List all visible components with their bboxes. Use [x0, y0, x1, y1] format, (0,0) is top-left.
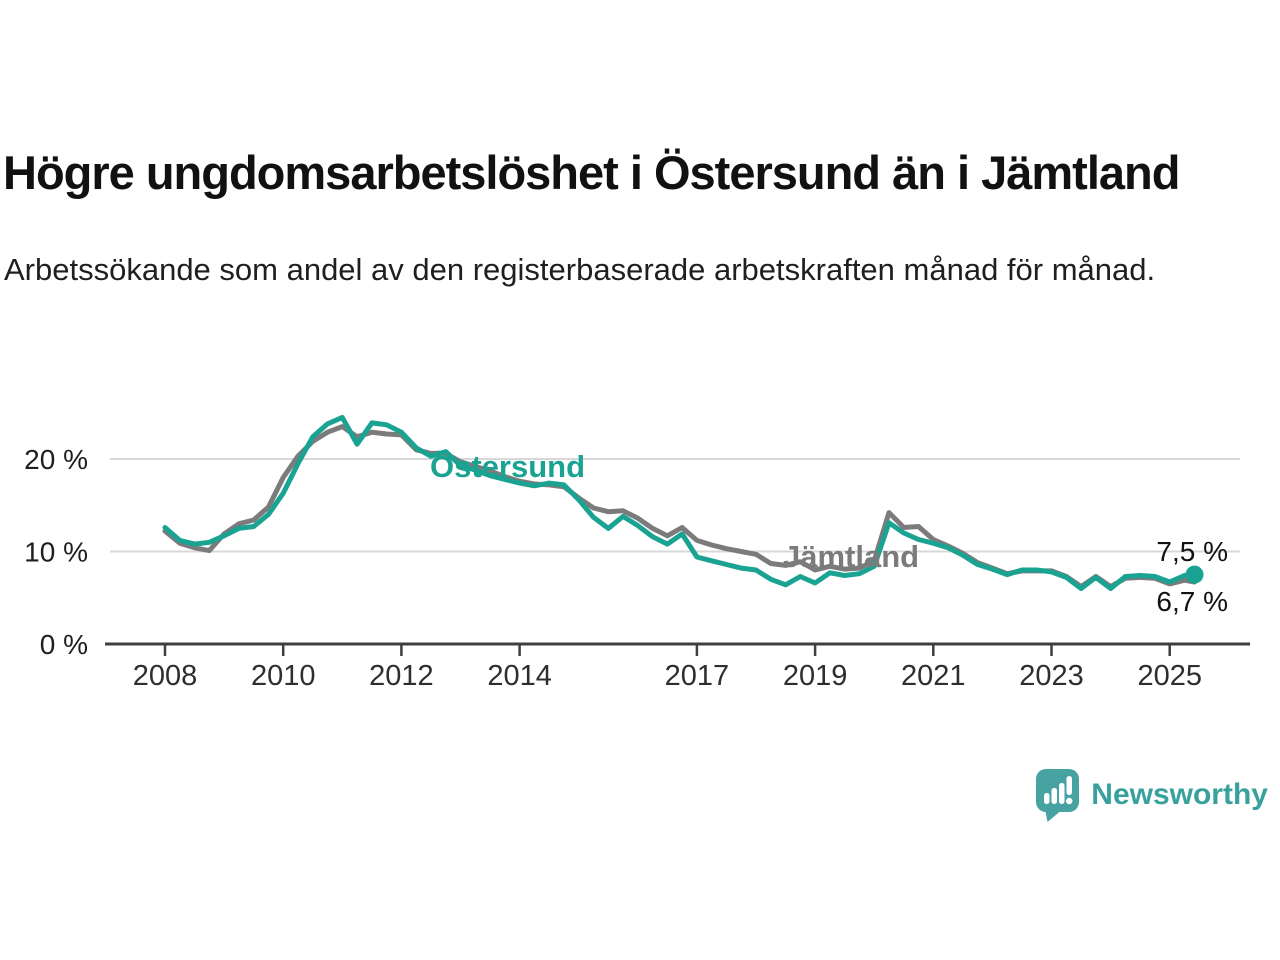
- chart-subtitle: Arbetssökande som andel av den registerb…: [4, 252, 1156, 287]
- end-value-label-jaemtland: 6,7 %: [1156, 586, 1228, 617]
- jaemtland-line: [162, 424, 1197, 590]
- y-tick-label: 10 %: [24, 537, 88, 568]
- series-end-dot: [1185, 565, 1204, 584]
- x-tick-label: 2019: [783, 660, 848, 692]
- x-tick-label: 2023: [1019, 660, 1084, 692]
- brand-name: Newsworthy: [1091, 778, 1268, 811]
- newsworthy-logo-icon: [1036, 769, 1080, 822]
- chart-title: Högre ungdomsarbetslöshet i Östersund än…: [3, 146, 1180, 199]
- x-tick-label: 2010: [251, 660, 316, 692]
- series-label-oestersund: Östersund: [430, 449, 585, 484]
- end-value-label-oestersund: 7,5 %: [1156, 536, 1228, 567]
- x-tick-label: 2021: [901, 660, 966, 692]
- x-tick-label: 2012: [369, 660, 434, 692]
- series-label-jaemtland: Jämtland: [783, 539, 919, 574]
- y-axis-labels: 20 % 10 % 0 %: [24, 444, 88, 660]
- x-tick-label: 2008: [133, 660, 198, 692]
- y-tick-label: 0 %: [40, 629, 88, 660]
- x-tick-label: 2017: [665, 660, 730, 692]
- x-tick-label: 2014: [487, 660, 552, 692]
- oestersund-line: [162, 414, 1197, 591]
- footer-brand: Newsworthy: [1035, 768, 1268, 822]
- x-axis-ticks: 2008 2010 2012 2014 2017 2019 2021 2023 2025: [133, 645, 1202, 692]
- x-tick-label: 2025: [1137, 660, 1202, 692]
- y-tick-label: 20 %: [24, 444, 88, 475]
